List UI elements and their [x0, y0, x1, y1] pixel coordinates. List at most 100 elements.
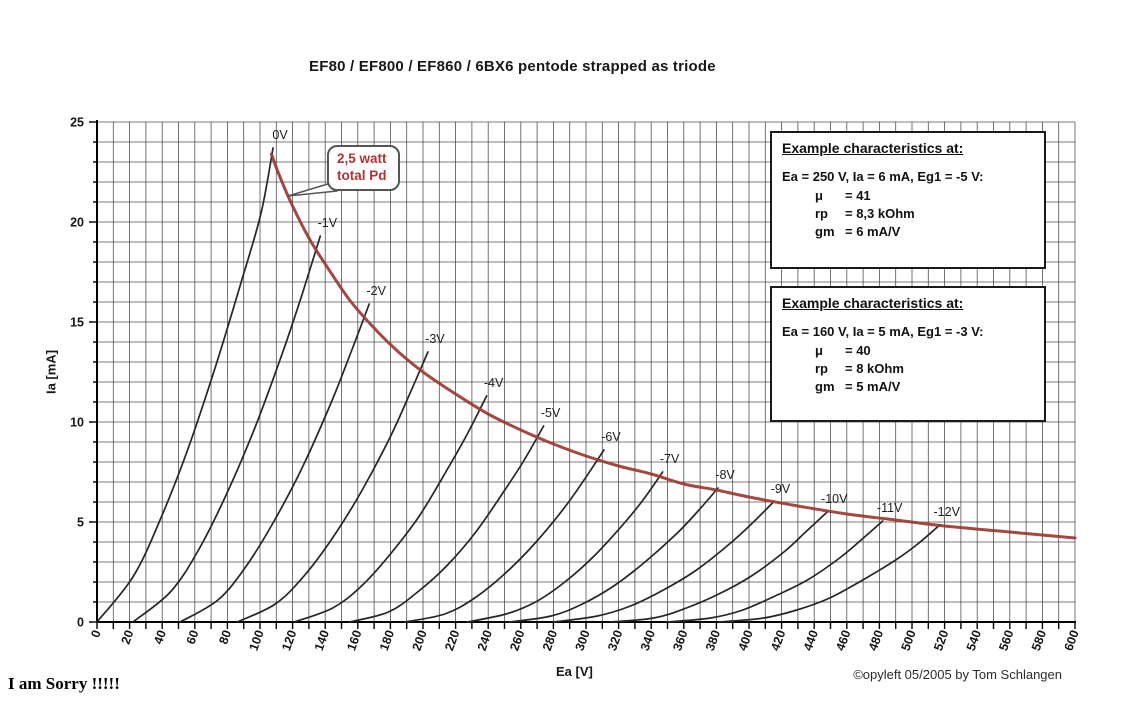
x-tick-label: 280 — [540, 628, 560, 652]
x-tick-label: 40 — [151, 628, 169, 646]
x-tick-label: 460 — [833, 628, 853, 652]
y-axis-title: Ia [mA] — [43, 349, 59, 395]
triode-curve--11V — [666, 520, 884, 623]
x-tick-label: 200 — [410, 628, 430, 652]
parameter-value: = 8,3 kOhm — [845, 205, 915, 221]
parameter-row: rp = 8,3 kOhm — [815, 205, 1034, 223]
x-tick-label: 220 — [442, 628, 462, 652]
curve-label--12V: -12V — [934, 505, 961, 519]
x-tick-label: 120 — [279, 628, 299, 652]
parameter-name: μ — [815, 188, 823, 203]
example-parameters: μ = 41 rp = 8,3 kOhm gm = 6 mA/V — [815, 187, 1034, 241]
x-axis-title: Ea [V] — [556, 664, 593, 679]
parameter-row: gm = 5 mA/V — [815, 378, 1034, 396]
callout-text-line1: 2,5 watt — [337, 151, 387, 166]
x-tick-label: 520 — [931, 628, 951, 652]
triode-curve--10V — [609, 511, 829, 623]
x-tick-label: 360 — [670, 628, 690, 652]
grid-lines — [96, 121, 1076, 623]
curve-label--1V: -1V — [318, 216, 338, 230]
curve-label--4V: -4V — [484, 376, 504, 390]
callout-text-line2: total Pd — [337, 168, 387, 183]
x-tick-label: 0 — [88, 628, 104, 639]
x-tick-label: 420 — [768, 628, 788, 652]
y-tick-label: 15 — [70, 316, 84, 330]
parameter-value: = 6 mA/V — [845, 223, 901, 239]
curve-label--5V: -5V — [541, 406, 561, 420]
curve-label--8V: -8V — [715, 468, 735, 482]
example-box-250v: Example characteristics at: Ea = 250 V, … — [770, 131, 1046, 269]
curve-label--11V: -11V — [877, 501, 903, 515]
triode-curve--9V — [552, 501, 775, 623]
triode-curve--3V — [236, 351, 429, 623]
x-tick-label: 320 — [605, 628, 625, 652]
example-box-160v: Example characteristics at: Ea = 160 V, … — [770, 286, 1046, 422]
parameter-row: rp = 8 kOhm — [815, 360, 1034, 378]
x-tick-label: 240 — [475, 628, 495, 652]
example-heading: Example characteristics at: — [782, 295, 964, 311]
parameter-name: rp — [815, 360, 828, 376]
example-parameters: μ = 40 rp = 8 kOhm gm = 5 mA/V — [815, 342, 1034, 396]
x-tick-label: 20 — [119, 628, 137, 646]
example-condition: Ea = 250 V, Ia = 6 mA, Eg1 = -5 V: — [782, 169, 984, 184]
x-tick-label: 140 — [312, 628, 332, 652]
example-condition: Ea = 160 V, Ia = 5 mA, Eg1 = -3 V: — [782, 324, 984, 339]
x-tick-label: 560 — [996, 628, 1016, 652]
sorry-note: I am Sorry !!!!! — [8, 674, 120, 693]
parameter-value: = 8 kOhm — [845, 360, 904, 376]
parameter-row: μ = 40 — [815, 342, 1034, 360]
parameter-value: = 41 — [845, 188, 871, 203]
parameter-value: = 5 mA/V — [845, 378, 901, 394]
parameter-name: gm — [815, 378, 835, 394]
parameter-name: μ — [815, 343, 823, 358]
curve-label-0V: 0V — [272, 128, 288, 142]
x-tick-label: 580 — [1029, 628, 1049, 652]
triode-curves — [96, 147, 1077, 623]
triode-curve--5V — [348, 425, 545, 623]
triode-curve--12V — [718, 524, 941, 623]
curve-label--10V: -10V — [821, 492, 848, 506]
parameter-row: gm = 6 mA/V — [815, 223, 1034, 241]
triode-curve--8V — [508, 487, 719, 623]
x-tick-label: 340 — [638, 628, 658, 652]
axes: 0 20 40 60 80 100 120 140 160 180 200 220 240 260 280 3… — [70, 116, 1082, 653]
curve-label--7V: -7V — [660, 452, 680, 466]
curve-label--6V: -6V — [601, 430, 621, 444]
x-tick-label: 260 — [507, 628, 527, 652]
pd-callout: 2,5 watt total Pd — [287, 145, 400, 197]
x-tick-label: 540 — [964, 628, 984, 652]
curve-label--2V: -2V — [366, 284, 386, 298]
y-tick-label: 25 — [70, 116, 84, 130]
grid-voltage-labels: 0V -1V -2V -3V -4V -5V -6V -7V -8V -9V -10V -11V -12… — [272, 128, 960, 519]
y-tick-label: 20 — [70, 216, 84, 230]
callout-bubble — [327, 145, 400, 191]
x-tick-label: 480 — [866, 628, 886, 652]
x-tick-label: 500 — [899, 628, 919, 652]
triode-curve--7V — [466, 471, 664, 623]
parameter-value: = 40 — [845, 343, 871, 358]
x-tick-label: 300 — [573, 628, 593, 652]
x-tick-label: 600 — [1062, 628, 1082, 652]
parameter-name: gm — [815, 223, 835, 239]
y-tick-label: 10 — [70, 416, 84, 430]
x-tick-label: 100 — [247, 628, 267, 652]
y-tick-label: 5 — [77, 516, 84, 530]
curve-label--9V: -9V — [771, 482, 791, 496]
parameter-row: μ = 41 — [815, 187, 1034, 205]
triode-curve--2V — [179, 303, 371, 623]
x-tick-label: 80 — [216, 628, 234, 646]
triode-curve--1V — [132, 235, 322, 623]
curve-label--3V: -3V — [425, 332, 445, 346]
x-tick-label: 60 — [184, 628, 202, 646]
x-tick-label: 400 — [736, 628, 756, 652]
x-tick-label: 180 — [377, 628, 397, 652]
y-tick-label: 0 — [77, 616, 84, 630]
copyleft-credit: ©opyleft 05/2005 by Tom Schlangen — [853, 667, 1062, 682]
triode-curve--4V — [293, 395, 488, 623]
pd-limit-curve — [269, 152, 1077, 540]
parameter-name: rp — [815, 205, 828, 221]
example-heading: Example characteristics at: — [782, 140, 964, 156]
triode-curve--6V — [404, 449, 605, 623]
